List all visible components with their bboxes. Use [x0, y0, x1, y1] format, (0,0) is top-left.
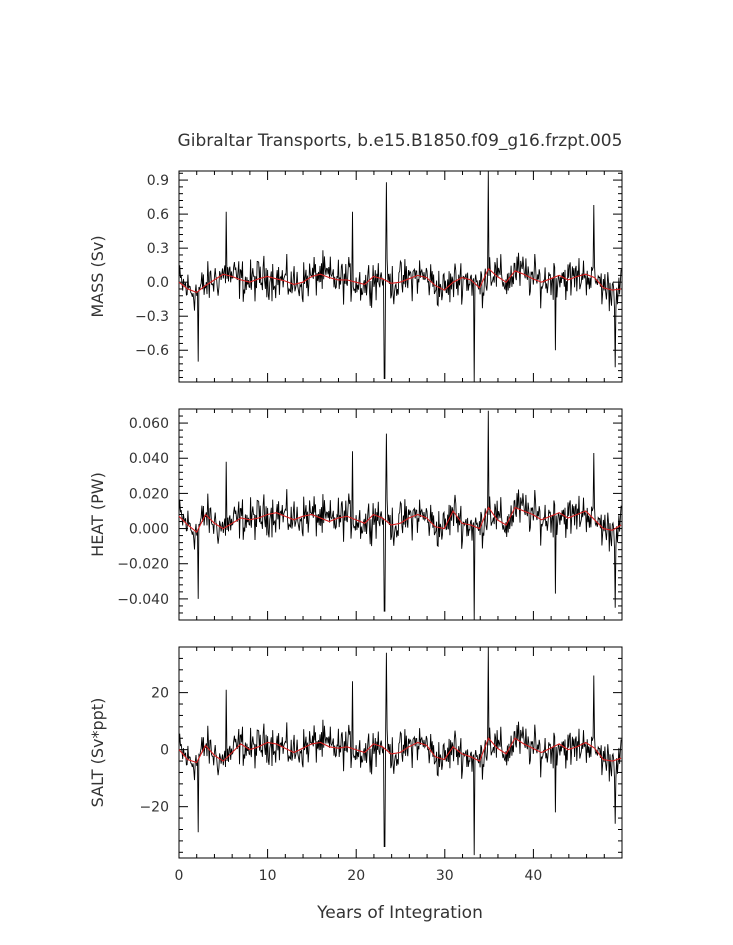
y-tick-label: −0.040 [117, 592, 169, 608]
y-tick-label: 0.040 [129, 451, 169, 467]
panel-1: −0.6 −0.3 0.0 0.3 0.6 0.9 MASS (Sv) [88, 170, 623, 383]
y-tick-label: −0.020 [117, 557, 169, 573]
y-tick-label: 0.020 [129, 486, 169, 502]
y-tick-label: 20 [151, 686, 169, 702]
x-tick-label: 20 [347, 868, 365, 884]
y-tick-label: −0.6 [135, 343, 169, 359]
raw-series-line [178, 170, 622, 383]
y-axis-label: MASS (Sv) [88, 235, 107, 317]
chart-title: Gibraltar Transports, b.e15.B1850.f09_g1… [178, 131, 623, 151]
x-tick-label: 10 [259, 868, 277, 884]
y-tick-label: 0 [160, 743, 169, 759]
panels: −0.6 −0.3 0.0 0.3 0.6 0.9 MASS (Sv) −0.040 −0.02… [88, 170, 623, 884]
x-tick-label: 40 [524, 868, 542, 884]
x-tick-label: 0 [175, 868, 184, 884]
smoothed-series-line [178, 267, 622, 294]
y-tick-label: 0.6 [147, 207, 169, 223]
y-tick-label: 0.060 [129, 416, 169, 432]
y-tick-label: 0.9 [147, 173, 169, 189]
y-axis-label: SALT (Sv*ppt) [88, 698, 107, 808]
smoothed-series-line [178, 737, 622, 764]
panel-2: −0.040 −0.020 0.000 0.020 0.040 0.060 HEAT (PW… [88, 408, 623, 621]
smoothed-series-line [178, 506, 622, 533]
y-tick-label: 0.0 [147, 275, 169, 291]
y-tick-label: 0.000 [129, 522, 169, 538]
y-tick-label: 0.3 [147, 241, 169, 257]
y-tick-label: −0.3 [135, 309, 169, 325]
y-tick-label: −20 [139, 800, 169, 816]
x-axis-label: Years of Integration [316, 903, 483, 923]
plot-frame [178, 646, 623, 859]
raw-series-line [178, 646, 622, 856]
raw-series-line [178, 410, 622, 621]
x-tick-label: 30 [436, 868, 454, 884]
y-axis-label: HEAT (PW) [88, 472, 107, 557]
panel-3: −20 0 20 SALT (Sv*ppt) [88, 646, 623, 859]
